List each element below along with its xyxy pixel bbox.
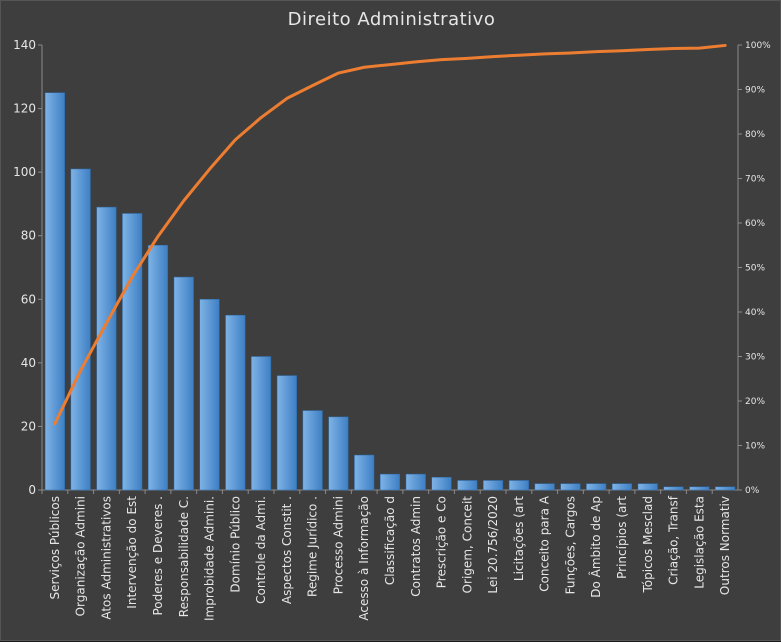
right-tick-label: 60%	[745, 219, 765, 229]
right-tick-label: 70%	[745, 175, 765, 185]
category-label: Legislação Esta	[692, 496, 706, 589]
category-label: Lei 20.756/2020	[486, 496, 500, 594]
category-labels: Serviços Públicos Organização Admini Atos …	[42, 490, 732, 621]
left-tick-label: 100	[13, 165, 36, 179]
axes	[42, 45, 738, 490]
category-label: Improbidade Admini.	[203, 496, 217, 621]
bar	[690, 487, 710, 490]
category-label: Licitações (art	[512, 496, 526, 581]
bar	[406, 474, 426, 490]
bar	[509, 480, 529, 490]
category-label: Domínio Público	[228, 496, 242, 593]
category-label: Serviços Públicos	[48, 496, 62, 599]
bar	[200, 299, 220, 490]
right-tick-label: 30%	[745, 353, 765, 363]
category-label: Organização Admini	[74, 496, 88, 616]
bar	[45, 93, 65, 490]
bar	[483, 480, 503, 490]
category-label: Poderes e Deveres .	[151, 496, 165, 616]
bar	[664, 487, 684, 490]
category-label: Atos Administrativos	[99, 496, 113, 620]
left-tick-label: 80	[21, 229, 36, 243]
bar	[97, 207, 117, 490]
category-label: Responsabilidade C.	[177, 496, 191, 617]
bar	[458, 480, 478, 490]
category-label: Intervenção do Est	[125, 496, 139, 609]
left-axis-ticks: 0 20 40 60 80 100 120 140	[13, 38, 42, 497]
left-tick-label: 120	[13, 102, 36, 116]
bar	[277, 376, 297, 490]
bar	[148, 245, 168, 490]
bar	[251, 357, 271, 491]
category-label: Conceito para A	[538, 495, 552, 592]
right-tick-label: 90%	[745, 86, 765, 96]
category-label: Classificação d	[383, 496, 397, 585]
category-label: Controle da Admi.	[254, 496, 268, 604]
bar	[561, 484, 581, 490]
bar	[612, 484, 632, 490]
bar	[122, 213, 142, 490]
left-tick-label: 20	[21, 419, 36, 433]
bar	[638, 484, 658, 490]
category-label: Outros Normativ	[718, 496, 732, 595]
right-tick-label: 100%	[745, 41, 771, 51]
right-tick-label: 50%	[745, 264, 765, 274]
bar	[354, 455, 374, 490]
category-label: Origem, Conceit	[460, 496, 474, 594]
category-label: Aspectos Constit .	[280, 496, 294, 604]
category-label: Funções, Cargos	[563, 496, 577, 594]
bar	[329, 417, 349, 490]
left-tick-label: 60	[21, 292, 36, 306]
category-label: Tópicos Mesclad	[641, 496, 655, 593]
category-label: Princípios (art	[615, 496, 629, 579]
category-label: Criação, Transf	[667, 495, 681, 585]
category-label: Do Âmbito de Ap	[588, 496, 603, 598]
bar	[535, 484, 555, 490]
left-tick-label: 0	[28, 483, 36, 497]
right-axis-ticks: 0% 10% 20% 30% 40% 50% 60% 70% 80% 90% 100%	[738, 41, 771, 496]
bar	[380, 474, 400, 490]
category-label: Contratos Admin	[409, 496, 423, 597]
category-label: Prescrição e Co	[435, 496, 449, 588]
bar	[71, 169, 91, 490]
right-tick-label: 40%	[745, 308, 765, 318]
category-label: Regime Jurídico .	[306, 496, 320, 597]
right-tick-label: 80%	[745, 130, 765, 140]
left-tick-label: 140	[13, 38, 36, 52]
bar-series	[45, 93, 735, 490]
bar	[226, 315, 246, 490]
bar	[303, 411, 323, 490]
category-label: Acesso à Informação	[357, 496, 371, 621]
right-tick-label: 0%	[745, 486, 760, 496]
right-tick-label: 10%	[745, 442, 765, 452]
right-tick-label: 20%	[745, 397, 765, 407]
left-tick-label: 40	[21, 356, 36, 370]
bar	[432, 477, 452, 490]
category-label: Processo Admini	[331, 496, 345, 594]
bar	[586, 484, 606, 490]
bar	[174, 277, 194, 490]
bar	[715, 487, 735, 490]
